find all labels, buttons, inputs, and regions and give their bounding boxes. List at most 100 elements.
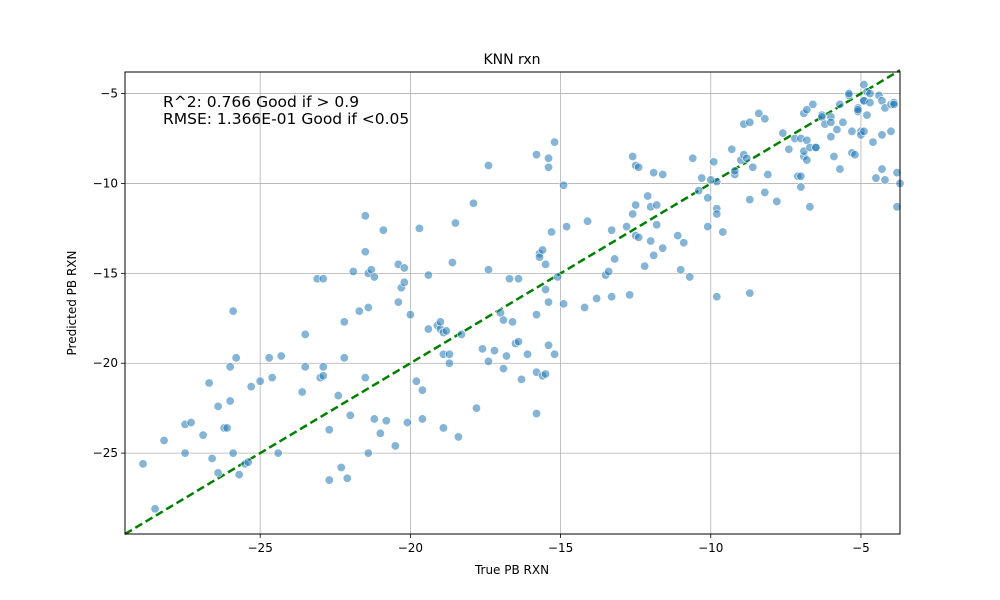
data-point	[345, 410, 355, 420]
data-point	[228, 306, 238, 316]
data-point	[658, 169, 668, 179]
data-point	[180, 448, 190, 458]
data-point	[393, 297, 403, 307]
data-point	[835, 99, 845, 109]
data-point	[889, 99, 899, 109]
data-point	[826, 132, 836, 142]
data-point	[622, 222, 632, 232]
data-point	[859, 126, 869, 136]
data-point	[553, 272, 563, 282]
data-point	[468, 198, 478, 208]
data-point	[604, 267, 614, 277]
data-point	[631, 200, 641, 210]
data-point	[150, 504, 160, 514]
data-point	[877, 130, 887, 140]
data-point	[360, 373, 370, 383]
chart-title: KNN rxn	[483, 52, 540, 68]
data-point	[646, 236, 656, 246]
data-point	[498, 315, 508, 325]
data-point	[877, 164, 887, 174]
data-point	[826, 117, 836, 127]
annotation-rmse: RMSE: 1.366E-01 Good if <0.05	[163, 110, 409, 128]
data-point	[760, 187, 770, 197]
data-point	[402, 418, 412, 428]
data-point	[498, 364, 508, 374]
data-point	[838, 117, 848, 127]
data-point	[748, 162, 758, 172]
data-point	[339, 317, 349, 327]
data-point	[532, 409, 542, 419]
data-point	[688, 153, 698, 163]
data-point	[850, 150, 860, 160]
data-point	[381, 416, 391, 426]
data-point	[246, 382, 256, 392]
data-point	[865, 89, 875, 99]
data-point	[204, 378, 214, 388]
data-point	[411, 376, 421, 386]
data-point	[727, 144, 737, 154]
data-point	[811, 143, 821, 153]
data-point	[652, 200, 662, 210]
data-point	[444, 349, 454, 359]
y-axis-title: Predicted PB RXN	[65, 251, 79, 356]
data-point	[318, 362, 328, 372]
data-point	[363, 448, 373, 458]
data-point	[207, 453, 217, 463]
data-point	[450, 218, 460, 228]
data-point	[318, 371, 328, 381]
data-point	[375, 428, 385, 438]
data-point	[706, 175, 716, 185]
data-point	[544, 153, 554, 163]
reference-line-group	[124, 69, 901, 536]
data-point	[324, 425, 334, 435]
data-point	[694, 186, 704, 196]
data-point	[532, 310, 542, 320]
data-point	[159, 436, 169, 446]
data-point	[477, 344, 487, 354]
data-point	[745, 195, 755, 205]
data-point	[243, 457, 253, 467]
data-point	[441, 326, 451, 336]
data-point	[607, 225, 617, 235]
data-point	[541, 259, 551, 269]
data-point	[754, 108, 764, 118]
data-point	[634, 232, 644, 242]
data-point	[273, 448, 283, 458]
data-point	[318, 274, 328, 284]
data-point	[628, 151, 638, 161]
data-point	[742, 153, 752, 163]
data-point	[541, 285, 551, 295]
data-point	[483, 265, 493, 275]
data-point	[333, 391, 343, 401]
reference-line	[124, 69, 901, 536]
data-point	[276, 351, 286, 361]
data-point	[138, 459, 148, 469]
data-point	[592, 294, 602, 304]
data-point	[628, 209, 638, 219]
data-point	[544, 162, 554, 172]
data-point	[483, 356, 493, 366]
data-point	[640, 261, 650, 271]
data-point	[501, 351, 511, 361]
y-tick-label: −15	[93, 266, 118, 280]
data-point	[255, 376, 265, 386]
data-point	[802, 155, 812, 165]
data-point	[685, 272, 695, 282]
data-point	[886, 126, 896, 136]
data-point	[625, 290, 635, 300]
plot-frame	[124, 71, 901, 535]
data-point	[712, 209, 722, 219]
data-point	[507, 317, 517, 327]
data-point	[228, 448, 238, 458]
data-point	[703, 222, 713, 232]
data-point	[880, 175, 890, 185]
data-point	[703, 193, 713, 203]
data-point	[300, 329, 310, 339]
data-points	[138, 80, 905, 514]
data-point	[517, 374, 527, 384]
data-point	[847, 126, 857, 136]
data-point	[649, 250, 659, 260]
data-point	[697, 173, 707, 183]
data-point	[844, 89, 854, 99]
